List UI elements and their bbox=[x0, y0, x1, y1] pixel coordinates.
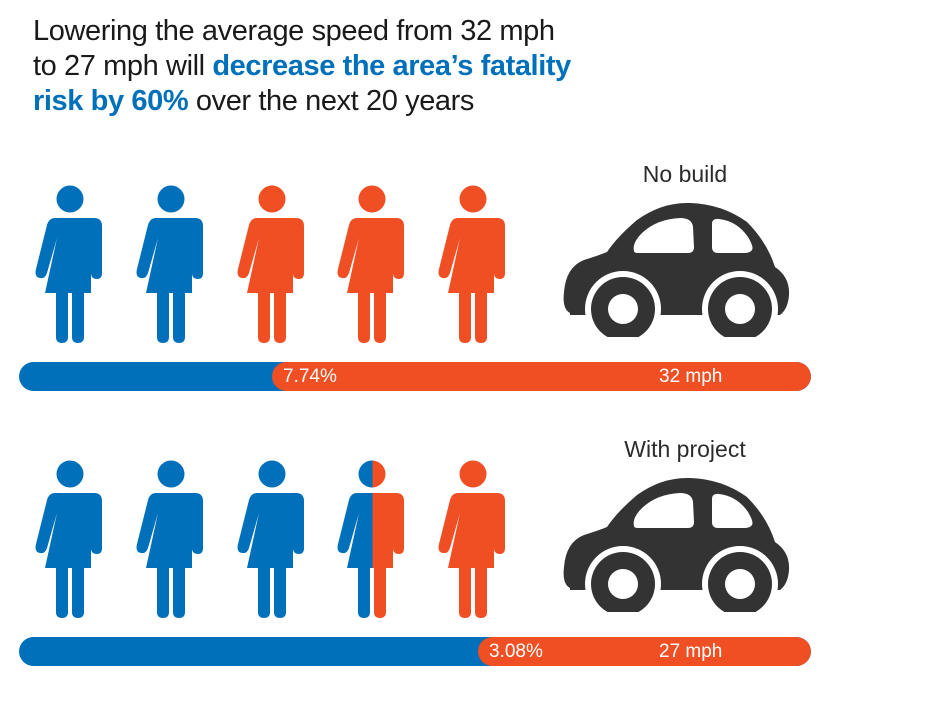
headline-text: to 27 mph will bbox=[33, 50, 213, 82]
person-icon bbox=[35, 185, 105, 345]
scenario-label: No build bbox=[642, 161, 728, 187]
headline-highlight: risk by 60% bbox=[33, 85, 189, 117]
headline-line-3: risk by 60% over the next 20 years bbox=[33, 84, 633, 119]
person-icon bbox=[337, 185, 407, 345]
person-icon bbox=[35, 460, 105, 620]
risk-bar-segment: 3.08% 27 mph bbox=[478, 637, 811, 666]
car-icon bbox=[562, 202, 792, 337]
speed-value: 32 mph bbox=[659, 366, 723, 387]
risk-bar: 3.08% 27 mph bbox=[19, 637, 811, 666]
scenario-label: With project bbox=[624, 436, 746, 462]
headline-text: Lowering the average speed from 32 mph bbox=[33, 15, 555, 47]
person-icon bbox=[136, 460, 206, 620]
headline-line-1: Lowering the average speed from 32 mph bbox=[33, 14, 633, 49]
headline-line-2: to 27 mph will decrease the area’s fatal… bbox=[33, 49, 633, 84]
person-icon bbox=[438, 460, 508, 620]
headline-highlight: decrease the area’s fatality bbox=[212, 50, 571, 82]
scenario-row-2: With project 3.08% 27 bbox=[0, 432, 943, 707]
risk-bar: 7.74% 32 mph bbox=[19, 362, 811, 391]
person-icon bbox=[337, 460, 407, 620]
headline-text: over the next 20 years bbox=[188, 85, 475, 117]
car-icon bbox=[562, 477, 792, 612]
risk-bar-segment: 7.74% 32 mph bbox=[272, 362, 811, 391]
speed-value: 27 mph bbox=[659, 641, 723, 662]
fatality-risk-value: 3.08% bbox=[489, 641, 543, 662]
fatality-risk-value: 7.74% bbox=[283, 366, 337, 387]
person-icon bbox=[438, 185, 508, 345]
headline: Lowering the average speed from 32 mph t… bbox=[33, 14, 633, 119]
person-icon bbox=[237, 460, 307, 620]
person-icon bbox=[136, 185, 206, 345]
person-icon bbox=[237, 185, 307, 345]
scenario-row-1: No build 7.74% 32 mph bbox=[0, 157, 943, 432]
